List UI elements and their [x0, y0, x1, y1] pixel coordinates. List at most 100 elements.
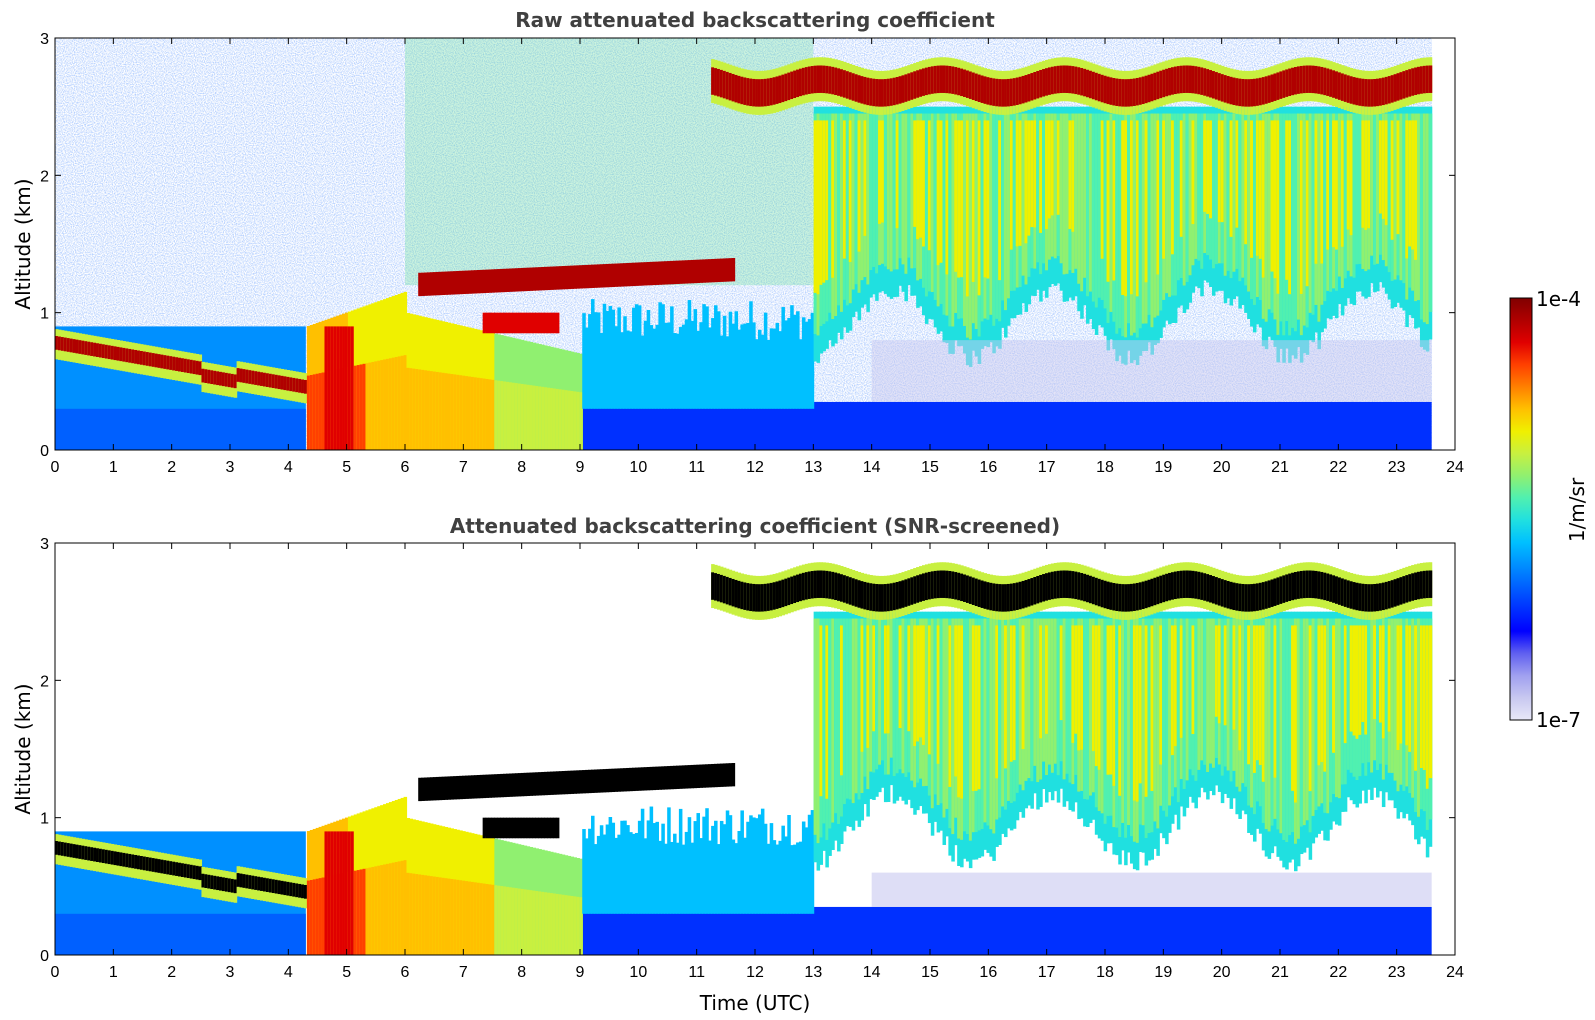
heat-cell [432, 876, 437, 955]
heat-cell [511, 817, 516, 839]
heat-cell [863, 76, 867, 105]
heat-cell [889, 78, 894, 106]
heat-cell [927, 571, 932, 600]
heat-cell [429, 272, 434, 296]
heat-cell [1384, 120, 1389, 226]
heat-cell [544, 266, 548, 291]
heat-cell [637, 305, 642, 409]
heat-cell [673, 833, 677, 914]
heat-cell [309, 879, 314, 955]
heat-cell [693, 764, 698, 789]
heat-cell [151, 858, 156, 872]
heat-cell [913, 120, 917, 227]
heat-cell [910, 618, 914, 781]
heat-cell [1059, 625, 1064, 721]
heat-cell [245, 369, 249, 384]
heat-cell [1402, 576, 1406, 604]
heat-cell [675, 333, 680, 409]
heat-cell [1188, 65, 1193, 94]
heat-cell [567, 895, 572, 955]
heat-cell [429, 876, 434, 955]
heat-cell [872, 113, 876, 267]
heat-cell [1378, 625, 1383, 723]
heat-cell [520, 888, 525, 955]
heat-cell [711, 763, 715, 788]
heat-cell [620, 263, 624, 287]
heat-cell [963, 618, 967, 832]
heat-cell [503, 268, 507, 293]
heat-cell [632, 767, 636, 792]
heat-cell [315, 878, 320, 955]
heat-cell [1320, 625, 1324, 763]
heat-cell [784, 578, 788, 607]
heat-cell [520, 312, 525, 334]
heat-cell [1077, 67, 1081, 95]
heat-cell [787, 72, 791, 101]
heat-cell [810, 571, 815, 599]
heat-cell [781, 74, 785, 103]
heat-cell [842, 575, 847, 603]
heat-cell [1349, 120, 1354, 236]
heat-cell [1332, 575, 1336, 603]
heat-cell [1159, 625, 1163, 765]
heat-cell [995, 625, 999, 779]
heat-cell [1091, 576, 1096, 605]
heat-cell [1103, 75, 1108, 104]
heat-cell [447, 373, 452, 450]
heat-cell [262, 877, 267, 892]
heat-cell [1308, 570, 1313, 598]
heat-cell [465, 881, 469, 955]
heat-cell [731, 73, 736, 102]
heat-cell [965, 575, 970, 603]
x-tick-label: 13 [804, 964, 822, 981]
y-tick-label: 1 [40, 306, 49, 323]
heat-cell [1106, 76, 1111, 105]
heat-cell [886, 78, 891, 107]
heat-cell [872, 78, 876, 107]
heat-cell [734, 579, 739, 608]
panel-screened: Attenuated backscattering coefficient (S… [11, 514, 1464, 1015]
heat-cell [793, 575, 797, 604]
heat-cell [839, 625, 844, 776]
heat-cell [224, 372, 229, 387]
heat-cell [561, 894, 566, 955]
heat-cell [148, 857, 153, 872]
heat-cell [1214, 72, 1219, 100]
heat-cell [1080, 625, 1084, 750]
heat-cell [1335, 618, 1339, 798]
heat-cell [854, 74, 859, 102]
heat-cell [807, 814, 812, 914]
heat-cell [1059, 570, 1064, 599]
heat-cell [148, 352, 153, 367]
heat-cell [1373, 78, 1377, 107]
heat-cell [1384, 618, 1389, 765]
heat-cell [230, 373, 235, 388]
heat-cell [1294, 113, 1298, 332]
heat-cell [142, 856, 147, 871]
heat-cell [1001, 584, 1005, 612]
heat-cell [1141, 618, 1146, 826]
heat-cell [614, 263, 618, 287]
x-tick-label: 9 [576, 964, 585, 981]
heat-cell [1106, 120, 1111, 282]
heat-cell [760, 808, 765, 914]
heat-cell [1159, 70, 1163, 99]
heat-cell [219, 371, 223, 386]
heat-cell [1261, 120, 1266, 278]
heat-cell [963, 574, 967, 602]
heat-cell [1373, 113, 1377, 265]
y-tick-label: 0 [40, 948, 49, 965]
heat-cell [154, 858, 159, 873]
heat-cell [555, 817, 560, 839]
heat-cell [591, 815, 595, 914]
heat-cell [1153, 577, 1157, 606]
heat-cell [1299, 618, 1304, 827]
heat-cell [1299, 120, 1304, 294]
heat-cell [784, 320, 788, 409]
heat-cell [473, 775, 478, 799]
heat-cell [1100, 120, 1105, 259]
heat-cell [1387, 625, 1392, 732]
heat-cell [239, 368, 244, 383]
heat-cell [942, 618, 947, 818]
heat-cell [1129, 583, 1134, 612]
